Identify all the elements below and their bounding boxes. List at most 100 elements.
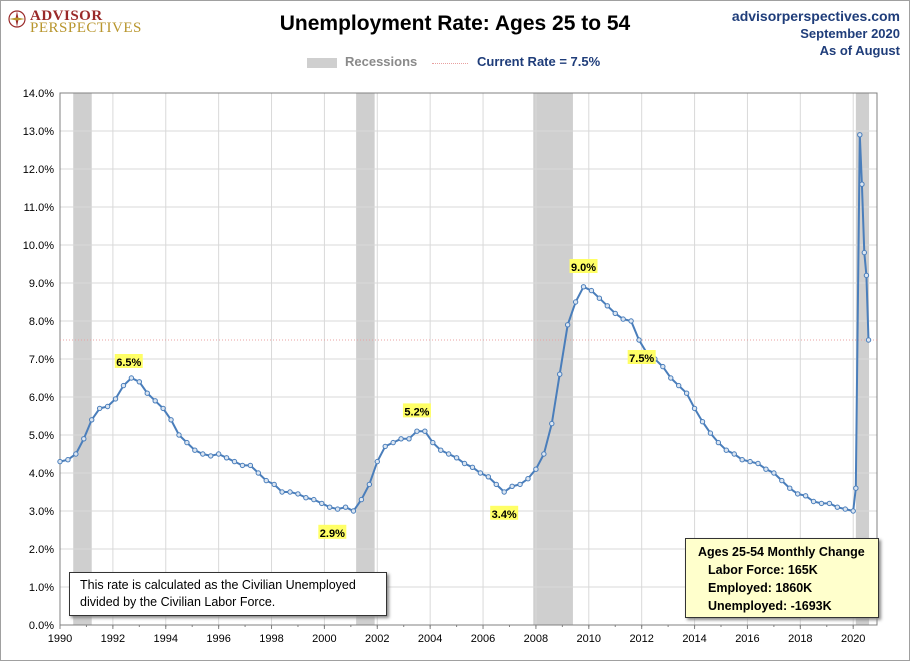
- data-point: [683, 390, 690, 396]
- y-tick-label: 7.0%: [29, 354, 54, 366]
- data-point: [477, 470, 484, 476]
- data-point: [588, 287, 595, 294]
- data-point: [200, 451, 206, 457]
- annotation-highlight: [402, 403, 431, 418]
- data-point: [176, 432, 182, 438]
- data-point: [128, 375, 135, 381]
- data-point: [239, 462, 246, 469]
- x-tick-label: 2020: [841, 633, 865, 645]
- y-tick-label: 0.0%: [29, 620, 54, 632]
- annotation-highlight: [569, 259, 598, 273]
- data-point: [461, 460, 468, 467]
- data-point: [731, 451, 737, 457]
- data-point: [342, 504, 349, 510]
- y-tick-label: 6.0%: [29, 392, 54, 404]
- y-tick-label: 14.0%: [23, 88, 54, 100]
- data-point: [223, 455, 230, 461]
- data-point: [564, 322, 571, 328]
- data-point: [390, 439, 396, 446]
- plot-area-border: [59, 92, 878, 626]
- source-asof: As of August: [819, 43, 900, 58]
- x-tick-label: 2002: [365, 633, 389, 645]
- source-site: advisorperspectives.com: [731, 8, 900, 24]
- data-point: [358, 496, 365, 503]
- data-point: [675, 382, 682, 389]
- y-tick-label: 3.0%: [29, 506, 54, 518]
- data-point: [859, 181, 865, 187]
- x-tick-label: 2010: [577, 633, 601, 645]
- data-point: [255, 470, 262, 476]
- data-point: [853, 485, 859, 491]
- data-point: [715, 439, 722, 446]
- compass-logo-icon: [8, 10, 26, 28]
- labor-force-value: Labor Force: 165K: [708, 563, 818, 577]
- annotation-highlight: [490, 505, 519, 520]
- legend-recession-label: Recessions: [345, 54, 418, 69]
- data-point: [136, 379, 143, 385]
- x-tick-label: 1996: [206, 633, 230, 645]
- data-point: [826, 500, 833, 507]
- data-point: [81, 436, 87, 442]
- y-tick-label: 1.0%: [29, 582, 54, 594]
- legend-recession-swatch: [307, 58, 337, 68]
- data-point: [374, 458, 380, 465]
- monthly-change-box: Ages 25-54 Monthly Change Labor Force: 1…: [685, 538, 879, 618]
- data-point: [231, 458, 238, 465]
- y-tick-label: 10.0%: [23, 240, 54, 252]
- data-point: [247, 462, 254, 469]
- y-tick-label: 9.0%: [29, 278, 54, 290]
- data-point: [604, 303, 611, 309]
- x-tick-label: 2004: [418, 633, 442, 645]
- data-label: 5.2%: [404, 406, 429, 418]
- data-label: 6.5%: [116, 357, 141, 369]
- data-point: [160, 405, 166, 412]
- chart-title: Unemployment Rate: Ages 25 to 54: [279, 12, 631, 35]
- x-tick-label: 2014: [682, 633, 706, 645]
- data-point: [636, 337, 642, 343]
- data-point: [818, 500, 825, 507]
- x-tick-label: 2018: [788, 633, 812, 645]
- data-point: [850, 508, 856, 514]
- unemployed-value: Unemployed: -1693K: [708, 599, 832, 613]
- data-point: [65, 457, 71, 463]
- data-point: [596, 295, 603, 301]
- data-point: [57, 458, 63, 465]
- data-point: [287, 489, 293, 495]
- data-point: [794, 491, 801, 497]
- data-point: [509, 483, 515, 489]
- data-point: [215, 451, 222, 457]
- data-point: [144, 390, 150, 396]
- source-date: September 2020: [800, 26, 900, 41]
- legend-current-rate-swatch: [432, 63, 468, 64]
- data-point: [96, 405, 103, 412]
- data-point: [414, 428, 420, 434]
- y-tick-label: 11.0%: [24, 202, 55, 214]
- data-point: [112, 396, 119, 402]
- data-point: [192, 447, 198, 453]
- data-point: [453, 455, 460, 461]
- data-point: [469, 464, 476, 470]
- data-point: [628, 318, 634, 324]
- data-point: [501, 489, 507, 495]
- data-point: [334, 506, 341, 512]
- data-point: [541, 451, 547, 457]
- data-point: [303, 495, 309, 501]
- data-point: [863, 272, 870, 279]
- data-point: [865, 337, 872, 343]
- data-point: [771, 470, 777, 476]
- x-tick-label: 1992: [101, 633, 125, 645]
- monthly-change-title: Ages 25-54 Monthly Change: [698, 545, 865, 559]
- y-tick-label: 4.0%: [29, 468, 54, 480]
- data-point: [311, 496, 317, 503]
- y-tick-label: 8.0%: [29, 316, 54, 328]
- x-tick-label: 1994: [154, 633, 178, 645]
- data-point: [366, 481, 373, 488]
- data-point: [430, 439, 436, 446]
- data-point: [438, 447, 444, 453]
- logo-text-perspectives: PERSPECTIVES: [30, 20, 142, 36]
- data-point: [755, 460, 761, 467]
- data-point: [834, 504, 841, 510]
- data-point: [326, 504, 333, 510]
- x-tick-label: 2006: [471, 633, 495, 645]
